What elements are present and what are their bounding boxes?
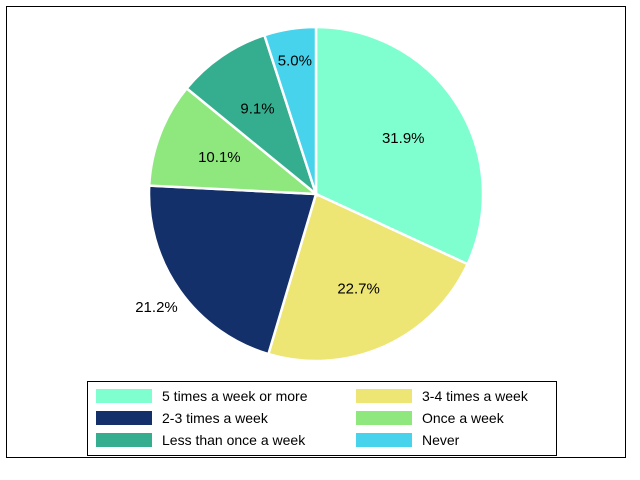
legend-swatch — [96, 433, 152, 447]
pie-slice-0 — [314, 25, 485, 266]
legend-swatch — [356, 411, 412, 425]
legend-label: Less than once a week — [162, 432, 306, 448]
slice-label-5: 5.0% — [278, 52, 312, 69]
legend-label: 3-4 times a week — [422, 388, 528, 404]
pie-chart: 31.9% 22.7% 21.2% 10.1% 9.1% 5.0% — [135, 25, 485, 363]
slice-label-1: 22.7% — [337, 280, 380, 297]
legend-swatch — [96, 389, 152, 403]
legend-label: Once a week — [422, 410, 504, 426]
legend-swatch — [356, 389, 412, 403]
legend-item-3: Once a week — [356, 409, 504, 427]
legend-item-1: 3-4 times a week — [356, 387, 528, 405]
slice-label-0: 31.9% — [382, 130, 425, 147]
legend-item-4: Less than once a week — [96, 431, 305, 449]
legend-label: Never — [422, 432, 460, 448]
legend-item-5: Never — [356, 431, 459, 449]
slice-label-3: 10.1% — [198, 149, 241, 166]
legend-item-2: 2-3 times a week — [96, 409, 268, 427]
legend-item-0: 5 times a week or more — [96, 387, 308, 405]
legend-label: 2-3 times a week — [162, 410, 268, 426]
legend-swatch — [356, 433, 412, 447]
slice-label-2: 21.2% — [135, 299, 178, 316]
pie-slice-3 — [147, 86, 320, 196]
slice-label-4: 9.1% — [240, 101, 274, 118]
pie-slice-2 — [147, 184, 318, 356]
legend-swatch — [96, 411, 152, 425]
pie-slice-5 — [262, 25, 318, 195]
pie-slice-1 — [266, 192, 470, 363]
legend: 5 times a week or more 3-4 times a week 2-… — [87, 381, 557, 456]
legend-label: 5 times a week or more — [162, 388, 308, 404]
chart-frame: 31.9% 22.7% 21.2% 10.1% 9.1% 5.0% 5 times a w… — [6, 6, 626, 458]
pie-slice-4 — [184, 33, 319, 198]
